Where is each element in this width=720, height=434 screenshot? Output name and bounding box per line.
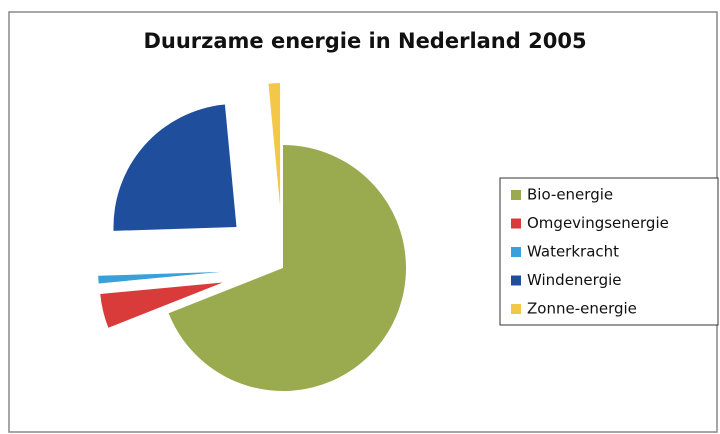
pie-slice: [100, 282, 223, 328]
legend-label: Omgevingsenergie: [527, 214, 669, 232]
pie-slice: [113, 104, 237, 231]
legend-swatch: [511, 275, 521, 286]
legend-swatch: [511, 247, 521, 257]
legend-swatch: [511, 190, 521, 200]
pie-slice: [168, 145, 407, 392]
legend-swatch: [511, 218, 521, 229]
legend-label: Bio-energie: [527, 186, 613, 204]
chart-title: Duurzame energie in Nederland 2005: [143, 29, 586, 53]
pie-slice: [98, 271, 222, 284]
legend-label: Waterkracht: [527, 243, 619, 261]
pie-slice: [268, 83, 281, 207]
legend-box: [499, 177, 719, 326]
legend-label: Windenergie: [527, 271, 621, 289]
legend-label: Zonne-energie: [527, 300, 637, 318]
legend-swatch: [511, 304, 521, 314]
